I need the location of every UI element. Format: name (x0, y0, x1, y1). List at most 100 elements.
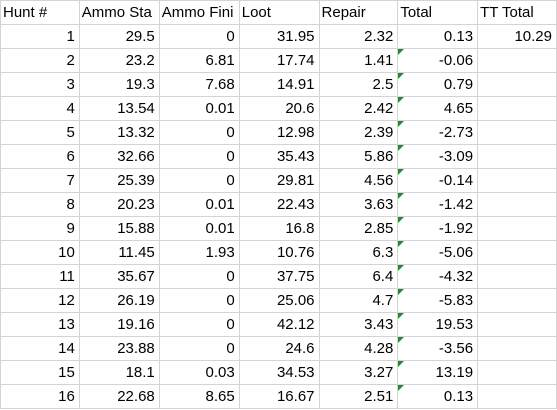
cell-repair[interactable]: 5.86 (318, 144, 399, 169)
cell-tt-total[interactable] (477, 48, 557, 73)
cell-ammo-start[interactable]: 22.68 (78, 384, 160, 409)
cell-ammo-start[interactable]: 19.16 (78, 312, 160, 337)
cell-tt-total[interactable] (477, 240, 557, 265)
cell-repair[interactable]: 2.32 (318, 24, 399, 49)
cell-hunt[interactable]: 8 (0, 192, 80, 217)
cell-total[interactable]: -5.06 (397, 240, 479, 265)
cell-repair[interactable]: 2.85 (318, 216, 399, 241)
cell-ammo-finish[interactable]: 0.01 (158, 96, 240, 121)
cell-ammo-finish[interactable]: 0 (158, 312, 240, 337)
cell-total[interactable]: 4.65 (397, 96, 479, 121)
cell-total[interactable]: 0.13 (397, 384, 479, 409)
cell-tt-total[interactable] (477, 312, 557, 337)
cell-ammo-start[interactable]: 18.1 (78, 360, 160, 385)
cell-ammo-finish[interactable]: 0.01 (158, 192, 240, 217)
cell-loot[interactable]: 16.8 (238, 216, 320, 241)
cell-loot[interactable]: 14.91 (238, 72, 320, 97)
header-cell-total[interactable]: Total (397, 0, 479, 25)
cell-loot[interactable]: 12.98 (238, 120, 320, 145)
cell-hunt[interactable]: 16 (0, 384, 80, 409)
cell-total[interactable]: 19.53 (397, 312, 479, 337)
cell-hunt[interactable]: 3 (0, 72, 80, 97)
cell-tt-total[interactable] (477, 360, 557, 385)
cell-hunt[interactable]: 2 (0, 48, 80, 73)
cell-tt-total[interactable] (477, 264, 557, 289)
cell-ammo-finish[interactable]: 0 (158, 288, 240, 313)
cell-loot[interactable]: 16.67 (238, 384, 320, 409)
cell-total[interactable]: -5.83 (397, 288, 479, 313)
cell-repair[interactable]: 4.28 (318, 336, 399, 361)
cell-loot[interactable]: 22.43 (238, 192, 320, 217)
cell-hunt[interactable]: 10 (0, 240, 80, 265)
cell-tt-total[interactable] (477, 72, 557, 97)
cell-tt-total[interactable] (477, 216, 557, 241)
header-cell-repair[interactable]: Repair (318, 0, 399, 25)
cell-repair[interactable]: 2.5 (318, 72, 399, 97)
cell-loot[interactable]: 10.76 (238, 240, 320, 265)
cell-hunt[interactable]: 4 (0, 96, 80, 121)
cell-repair[interactable]: 3.27 (318, 360, 399, 385)
cell-hunt[interactable]: 9 (0, 216, 80, 241)
header-cell-ammo-finish[interactable]: Ammo Fini (158, 0, 240, 25)
cell-loot[interactable]: 37.75 (238, 264, 320, 289)
cell-tt-total[interactable] (477, 336, 557, 361)
cell-hunt[interactable]: 1 (0, 24, 80, 49)
cell-ammo-start[interactable]: 13.32 (78, 120, 160, 145)
header-cell-loot[interactable]: Loot (238, 0, 320, 25)
cell-tt-total[interactable] (477, 120, 557, 145)
cell-ammo-start[interactable]: 29.5 (78, 24, 160, 49)
cell-loot[interactable]: 31.95 (238, 24, 320, 49)
cell-repair[interactable]: 2.39 (318, 120, 399, 145)
cell-repair[interactable]: 3.43 (318, 312, 399, 337)
cell-total[interactable]: -1.92 (397, 216, 479, 241)
cell-ammo-start[interactable]: 23.88 (78, 336, 160, 361)
cell-ammo-start[interactable]: 11.45 (78, 240, 160, 265)
cell-loot[interactable]: 17.74 (238, 48, 320, 73)
header-cell-ammo-start[interactable]: Ammo Sta (78, 0, 160, 25)
cell-hunt[interactable]: 12 (0, 288, 80, 313)
cell-ammo-start[interactable]: 32.66 (78, 144, 160, 169)
header-cell-tt-total[interactable]: TT Total (477, 0, 557, 25)
cell-hunt[interactable]: 7 (0, 168, 80, 193)
cell-ammo-finish[interactable]: 0 (158, 24, 240, 49)
cell-ammo-finish[interactable]: 0.03 (158, 360, 240, 385)
cell-loot[interactable]: 24.6 (238, 336, 320, 361)
header-cell-hunt[interactable]: Hunt # (0, 0, 80, 25)
cell-hunt[interactable]: 6 (0, 144, 80, 169)
cell-tt-total[interactable] (477, 96, 557, 121)
cell-repair[interactable]: 1.41 (318, 48, 399, 73)
cell-tt-total[interactable] (477, 288, 557, 313)
cell-ammo-finish[interactable]: 0 (158, 168, 240, 193)
cell-hunt[interactable]: 15 (0, 360, 80, 385)
cell-total[interactable]: -4.32 (397, 264, 479, 289)
cell-ammo-start[interactable]: 13.54 (78, 96, 160, 121)
cell-ammo-finish[interactable]: 8.65 (158, 384, 240, 409)
cell-ammo-start[interactable]: 23.2 (78, 48, 160, 73)
cell-ammo-finish[interactable]: 0 (158, 336, 240, 361)
cell-loot[interactable]: 34.53 (238, 360, 320, 385)
cell-repair[interactable]: 4.7 (318, 288, 399, 313)
cell-repair[interactable]: 4.56 (318, 168, 399, 193)
cell-total[interactable]: -3.56 (397, 336, 479, 361)
cell-hunt[interactable]: 14 (0, 336, 80, 361)
cell-repair[interactable]: 3.63 (318, 192, 399, 217)
cell-ammo-start[interactable]: 25.39 (78, 168, 160, 193)
cell-loot[interactable]: 29.81 (238, 168, 320, 193)
cell-total[interactable]: 0.13 (397, 24, 479, 49)
cell-repair[interactable]: 2.42 (318, 96, 399, 121)
cell-loot[interactable]: 25.06 (238, 288, 320, 313)
cell-total[interactable]: 13.19 (397, 360, 479, 385)
cell-repair[interactable]: 6.3 (318, 240, 399, 265)
cell-ammo-finish[interactable]: 0 (158, 144, 240, 169)
cell-tt-total[interactable] (477, 192, 557, 217)
cell-hunt[interactable]: 11 (0, 264, 80, 289)
cell-ammo-start[interactable]: 20.23 (78, 192, 160, 217)
cell-repair[interactable]: 2.51 (318, 384, 399, 409)
cell-repair[interactable]: 6.4 (318, 264, 399, 289)
cell-tt-total[interactable] (477, 144, 557, 169)
cell-ammo-start[interactable]: 26.19 (78, 288, 160, 313)
cell-tt-total[interactable] (477, 168, 557, 193)
cell-loot[interactable]: 35.43 (238, 144, 320, 169)
cell-total[interactable]: -1.42 (397, 192, 479, 217)
cell-ammo-finish[interactable]: 6.81 (158, 48, 240, 73)
